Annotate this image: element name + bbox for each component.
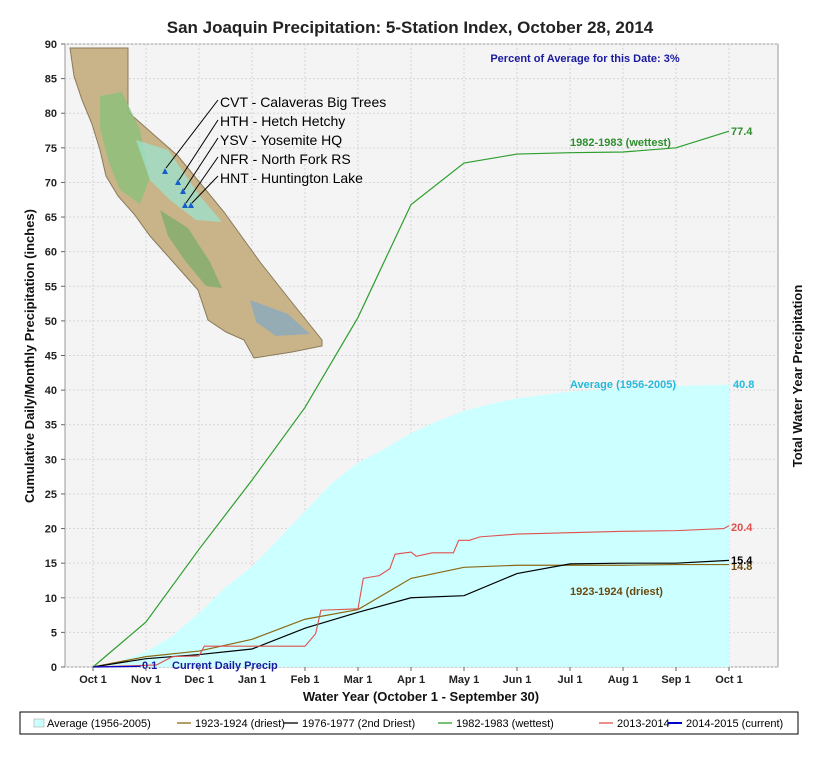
x-tick-label: Jul 1 (557, 674, 582, 686)
y-tick-label: 20 (45, 524, 57, 536)
y-tick-label: 50 (45, 316, 57, 328)
series-average-1956-2005-area (93, 384, 729, 667)
x-tick-label: Oct 1 (79, 674, 107, 686)
x-tick-label: Jan 1 (238, 674, 266, 686)
legend (19, 711, 799, 735)
x-tick-label: Feb 1 (291, 674, 320, 686)
station-label: HTH - Hetch Hetchy (220, 113, 345, 129)
station-label: CVT - Calaveras Big Trees (220, 94, 386, 110)
x-tick-label: Apr 1 (397, 674, 425, 686)
legend-label: 2014-2015 (current) (686, 718, 783, 730)
y2-axis-title: Total Water Year Precipitation (790, 285, 805, 468)
station-marker-icon (162, 168, 168, 174)
station-marker-icon (175, 179, 181, 185)
y-tick-label: 25 (45, 489, 57, 501)
y-axis-title: Cumulative Daily/Monthly Precipitation (… (22, 209, 37, 503)
x-tick-label: Sep 1 (661, 674, 690, 686)
station-marker-icon (182, 202, 188, 208)
series-1982-1983-wettest-line (92, 130, 730, 668)
series-1976-1977-2nd-driest-line (92, 559, 730, 668)
legend-label: 1976-1977 (2nd Driest) (302, 718, 415, 730)
x-tick-label: Nov 1 (131, 674, 161, 686)
end-value-label: 77.4 (731, 126, 753, 138)
x-tick-label: Mar 1 (344, 674, 373, 686)
series-annotation: Average (1956-2005) (570, 379, 676, 391)
legend-label: 2013-2014 (617, 718, 670, 730)
y-tick-label: 0 (51, 662, 57, 674)
legend-label: 1982-1983 (wettest) (456, 718, 554, 730)
x-axis: Oct 1 Nov 1 Dec 1 Jan 1 Feb 1 Mar 1 Apr 1 May 1… (79, 667, 743, 686)
x-tick-label: Dec 1 (184, 674, 213, 686)
end-value-label: 0.1 (142, 660, 157, 672)
end-value-label: 14.8 (731, 561, 752, 573)
y-tick-label: 35 (45, 420, 57, 432)
end-value-label: 40.8 (733, 379, 754, 391)
series-2014-2015-current-line (92, 665, 141, 668)
y-tick-label: 90 (45, 39, 57, 51)
chart-title: San Joaquin Precipitation: 5-Station Ind… (167, 18, 654, 37)
y-tick-label: 70 (45, 177, 57, 189)
y-tick-label: 10 (45, 593, 57, 605)
series-annotation: 1982-1983 (wettest) (570, 137, 671, 149)
y-axis: 0 5 10 15 20 25 30 35 40 45 50 55 60 65 70 75 80 85 90 (45, 39, 65, 674)
legend-swatch (33, 718, 45, 728)
station-label: YSV - Yosemite HQ (220, 132, 342, 148)
series-annotation: 1923-1924 (driest) (570, 586, 663, 598)
y-tick-label: 85 (45, 74, 57, 86)
y-tick-label: 75 (45, 143, 57, 155)
y-tick-label: 80 (45, 108, 57, 120)
x-tick-label: May 1 (449, 674, 480, 686)
station-label: HNT - Huntington Lake (220, 170, 363, 186)
legend-items: Average (1956-2005) 1923-1924 (driest) 197… (33, 718, 783, 730)
y-tick-label: 55 (45, 281, 57, 293)
end-value-label: 20.4 (731, 522, 753, 534)
series-1923-1924-driest-line (92, 563, 729, 668)
x-tick-label: Jun 1 (503, 674, 532, 686)
y-tick-label: 30 (45, 454, 57, 466)
legend-label: 1923-1924 (driest) (195, 718, 285, 730)
percent-of-average-note: Percent of Average for this Date: 3% (490, 53, 680, 65)
series-annotation: Current Daily Precip (172, 660, 278, 672)
y-tick-label: 45 (45, 351, 57, 363)
legend-label: Average (1956-2005) (47, 718, 151, 730)
california-map: CVT - Calaveras Big Trees HTH - Hetch He… (69, 47, 386, 359)
station-marker-icon (180, 188, 186, 194)
y-tick-label: 60 (45, 247, 57, 259)
series-layer (92, 130, 730, 668)
station-label: NFR - North Fork RS (220, 151, 351, 167)
x-tick-label: Aug 1 (608, 674, 639, 686)
end-value-label: 15.4 (731, 555, 753, 567)
y-tick-label: 40 (45, 385, 57, 397)
station-marker-icon (188, 202, 194, 208)
x-tick-label: Oct 1 (715, 674, 743, 686)
y-tick-label: 5 (51, 627, 57, 639)
series-2013-2014-line (92, 525, 730, 668)
x-axis-title: Water Year (October 1 - September 30) (303, 689, 539, 704)
y-tick-label: 15 (45, 558, 57, 570)
y-tick-label: 65 (45, 212, 57, 224)
